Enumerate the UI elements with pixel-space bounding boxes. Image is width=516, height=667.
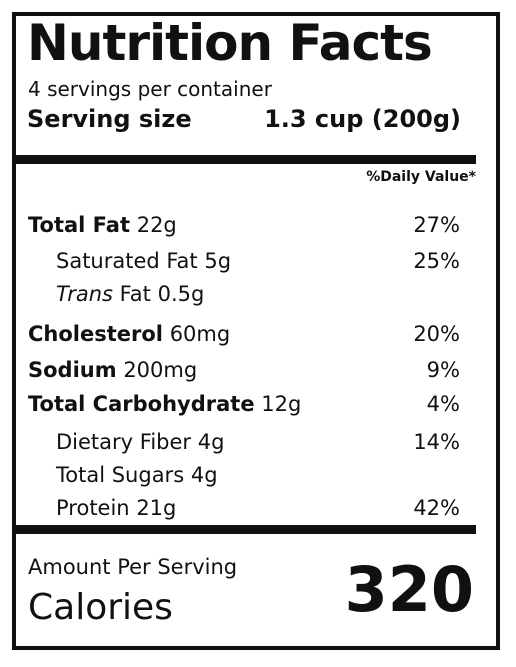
daily-value-header: %Daily Value* — [366, 169, 476, 185]
nutrient-name: Sodium — [28, 358, 117, 382]
nutrient-row-trans-fat: Trans Fat 0.5g — [28, 280, 460, 308]
serving-size-value: 1.3 cup (200g) — [264, 105, 461, 133]
nutrient-name: Total Sugars — [56, 463, 185, 487]
nutrient-row-total-fat: Total Fat 22g 27% — [28, 211, 460, 239]
amount-per-serving-label: Amount Per Serving — [28, 555, 238, 579]
nutrient-name: Total Fat — [28, 213, 131, 237]
nutrient-amount: 22g — [136, 213, 177, 237]
nutrient-amount: 5g — [204, 249, 232, 273]
label-title: Nutrition Facts — [27, 14, 433, 72]
nutrient-daily-value: 9% — [426, 358, 460, 382]
nutrient-amount: 12g — [261, 392, 302, 416]
nutrient-amount: 60mg — [169, 322, 231, 346]
nutrient-daily-value: 14% — [413, 430, 460, 454]
nutrient-amount: 0.5g — [157, 282, 205, 306]
nutrient-row-sodium: Sodium 200mg 9% — [28, 356, 460, 384]
nutrient-daily-value: 25% — [413, 249, 460, 273]
nutrient-name: Dietary Fiber — [56, 430, 192, 454]
nutrient-row-total-sugars: Total Sugars 4g — [28, 461, 460, 489]
nutrient-amount: 21g — [136, 496, 177, 520]
serving-size-row: Serving size 1.3 cup (200g) — [27, 107, 461, 131]
nutrient-daily-value: 20% — [413, 322, 460, 346]
nutrient-daily-value: 4% — [426, 392, 460, 416]
nutrient-name: Total Carbohydrate — [28, 392, 255, 416]
nutrient-row-protein: Protein 21g 42% — [28, 494, 460, 522]
nutrient-row-total-carbohydrate: Total Carbohydrate 12g 4% — [28, 390, 460, 418]
bottom-divider-bar — [16, 525, 476, 534]
nutrient-amount: 4g — [190, 463, 218, 487]
nutrient-daily-value: 27% — [413, 213, 460, 237]
nutrient-row-dietary-fiber: Dietary Fiber 4g 14% — [28, 428, 460, 456]
nutrient-daily-value: 42% — [413, 496, 460, 520]
nutrient-name: Cholesterol — [28, 322, 163, 346]
calories-value: 320 — [344, 553, 474, 626]
servings-per-container: 4 servings per container — [28, 77, 272, 101]
serving-size-label: Serving size — [27, 105, 192, 133]
top-divider-bar — [16, 155, 476, 164]
nutrient-row-saturated-fat: Saturated Fat 5g 25% — [28, 247, 460, 275]
nutrient-name: Protein — [56, 496, 130, 520]
nutrient-amount: 200mg — [123, 358, 198, 382]
nutrient-name: Fat — [119, 282, 151, 306]
nutrient-row-cholesterol: Cholesterol 60mg 20% — [28, 320, 460, 348]
nutrient-name-italic: Trans — [56, 282, 113, 306]
nutrient-name: Saturated Fat — [56, 249, 198, 273]
nutrition-facts-label — [12, 12, 500, 650]
nutrient-amount: 4g — [197, 430, 225, 454]
calories-label: Calories — [28, 587, 173, 628]
